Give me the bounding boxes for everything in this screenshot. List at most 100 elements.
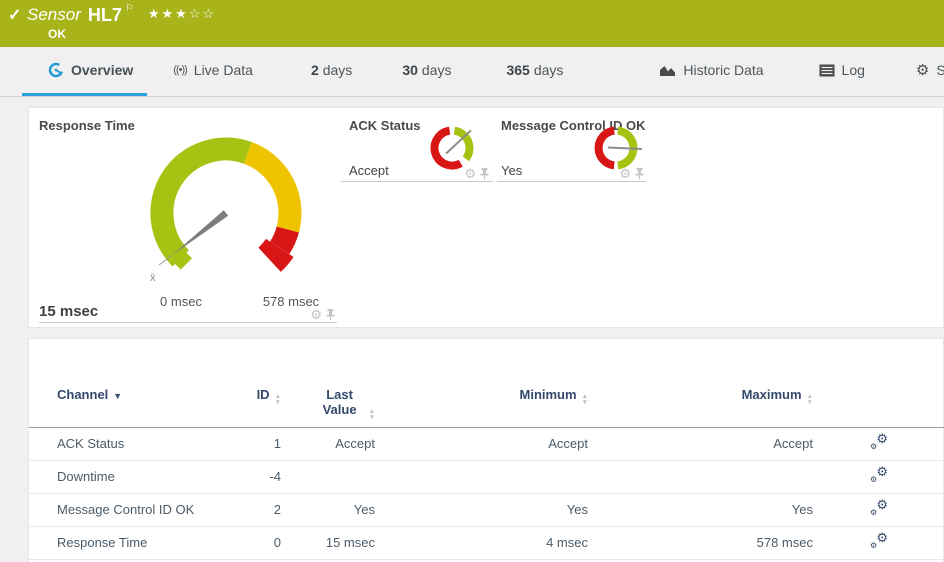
tab-number: 2 — [310, 62, 319, 78]
sensor-header: ✓ Sensor HL7 ⚐ ★★★☆☆ OK — [0, 0, 944, 47]
column-header-minimum[interactable]: Minimum ▲ ▼ — [375, 381, 588, 428]
gauge-current-value: 15 msec — [39, 303, 99, 320]
pin-icon[interactable] — [326, 308, 335, 321]
channel-settings-icon[interactable]: ⚙ ⚙ — [870, 496, 888, 517]
star-filled-icon[interactable]: ★ — [161, 6, 176, 21]
broadcast-icon: ((•)) — [173, 64, 187, 76]
channels-table: Channel ▼ ID ▲ ▼ Last Value ▲ ▼ Minimum ▲ ▼ Max… — [29, 381, 944, 560]
channels-panel: Channel ▼ ID ▲ ▼ Last Value ▲ ▼ Minimum ▲ ▼ Max… — [28, 338, 944, 562]
star-empty-icon[interactable]: ☆ — [188, 6, 203, 21]
object-kind-label: Sensor — [27, 5, 81, 24]
tab-label: days — [533, 62, 564, 78]
gauge-needle — [171, 210, 229, 256]
widget-controls: ⚙ — [464, 167, 489, 180]
star-filled-icon[interactable]: ★ — [175, 6, 189, 21]
donut-red-segment — [430, 126, 463, 170]
tab-live-data[interactable]: ((•)) Live Data — [169, 47, 257, 96]
column-header-maximum[interactable]: Maximum ▲ ▼ — [588, 381, 813, 428]
cell-channel: ACK Status — [29, 427, 247, 461]
sensor-title-line: Sensor HL7 ⚐ ★★★☆☆ — [27, 3, 216, 26]
response-time-gauge: x̄ — [150, 137, 302, 284]
widget-title: Response Time — [39, 118, 135, 133]
gauge-green-segment — [150, 137, 252, 267]
gauges-panel: Response Time x̄ 0 msec 578 msec 15 msec… — [28, 107, 944, 328]
message-control-donut — [594, 126, 643, 170]
gauge-min-label: 0 msec — [160, 294, 202, 309]
tab-label: Live Data — [193, 62, 253, 78]
log-icon — [819, 64, 835, 76]
cell-id: 2 — [247, 493, 281, 527]
star-filled-icon[interactable]: ★ — [147, 6, 162, 21]
gauge-current-value: Accept — [349, 163, 389, 178]
priority-stars[interactable]: ★★★☆☆ — [148, 4, 216, 24]
cell-maximum: 578 msec — [588, 526, 813, 560]
table-row: Downtime -4 ⚙ ⚙ — [29, 460, 944, 494]
gauge-current-value: Yes — [501, 163, 523, 178]
channel-settings-icon[interactable]: ⚙ ⚙ — [870, 430, 888, 451]
sort-icon: ▲ ▼ — [274, 393, 281, 406]
cell-maximum: Accept — [588, 427, 813, 461]
donut-needle — [445, 129, 472, 155]
cell-maximum: Yes — [588, 493, 813, 527]
ack-status-widget: ACK Status Accept ⚙ — [341, 118, 493, 182]
tab-label: Overview — [71, 62, 134, 78]
tab-settings[interactable]: ⚙ Settings — [912, 47, 944, 96]
sensor-title: HL7 — [87, 5, 122, 25]
tab-label: Settings — [936, 62, 944, 78]
status-check-icon: ✓ — [8, 7, 22, 24]
cell-channel: Message Control ID OK — [29, 493, 247, 527]
gauge-max-label: 578 msec — [262, 294, 320, 309]
area-chart-icon — [660, 66, 676, 76]
cell-last-value — [281, 460, 375, 494]
flag-icon[interactable]: ⚐ — [124, 3, 134, 14]
widget-controls: ⚙ — [619, 167, 644, 180]
column-header-last-value[interactable]: Last Value ▲ ▼ — [281, 381, 375, 428]
cell-last-value: 15 msec — [281, 526, 375, 560]
tab-label: days — [421, 62, 452, 78]
gauge-needle-tip-line — [158, 255, 172, 266]
gear-icon: ⚙ — [915, 61, 930, 79]
cell-minimum: Accept — [375, 427, 588, 461]
cell-channel: Downtime — [29, 460, 247, 494]
gauge-icon — [48, 62, 64, 78]
tab-log[interactable]: Log — [815, 47, 869, 96]
sort-icon: ▲ ▼ — [581, 393, 588, 406]
tab-30-days[interactable]: 30 days — [398, 47, 455, 96]
cell-minimum — [375, 460, 588, 494]
tab-2-days[interactable]: 2 days — [307, 47, 356, 96]
column-label: Last Value — [322, 387, 357, 417]
cell-id: 1 — [247, 427, 281, 461]
gauge-red-end-flare — [258, 238, 294, 272]
message-control-widget: Message Control ID OK Yes ⚙ — [497, 118, 646, 182]
tab-overview[interactable]: Overview — [22, 47, 148, 96]
tab-bar: Overview ((•)) Live Data 2 days 30 days 36… — [0, 47, 944, 97]
tab-label: days — [322, 62, 353, 78]
table-row: Response Time 0 15 msec 4 msec 578 msec … — [29, 526, 944, 560]
tab-number: 365 — [506, 62, 530, 78]
sort-icon: ▲ ▼ — [806, 393, 813, 406]
column-header-id[interactable]: ID ▲ ▼ — [247, 381, 281, 428]
table-row: Message Control ID OK 2 Yes Yes Yes ⚙ ⚙ — [29, 493, 944, 527]
tab-number: 30 — [402, 62, 418, 78]
pin-icon[interactable] — [635, 167, 644, 180]
tab-365-days[interactable]: 365 days — [502, 47, 567, 96]
tab-historic-data[interactable]: Historic Data — [655, 47, 767, 96]
widget-gear-icon[interactable]: ⚙ — [464, 166, 476, 181]
pin-icon[interactable] — [480, 167, 489, 180]
channel-settings-icon[interactable]: ⚙ ⚙ — [870, 463, 888, 484]
gauge-red-segment — [269, 226, 299, 255]
star-empty-icon[interactable]: ☆ — [202, 6, 217, 21]
column-header-channel[interactable]: Channel ▼ — [29, 381, 247, 428]
widget-controls: ⚙ — [310, 308, 335, 321]
cell-maximum — [588, 460, 813, 494]
column-label: Minimum — [519, 387, 577, 402]
tab-label: Log — [841, 62, 865, 78]
widget-gear-icon[interactable]: ⚙ — [619, 166, 631, 181]
column-header-actions — [813, 381, 944, 428]
channel-settings-icon[interactable]: ⚙ ⚙ — [870, 529, 888, 550]
widget-gear-icon[interactable]: ⚙ — [310, 307, 322, 322]
cell-last-value: Accept — [281, 427, 375, 461]
cell-last-value: Yes — [281, 493, 375, 527]
sort-icon: ▲ ▼ — [368, 408, 375, 421]
